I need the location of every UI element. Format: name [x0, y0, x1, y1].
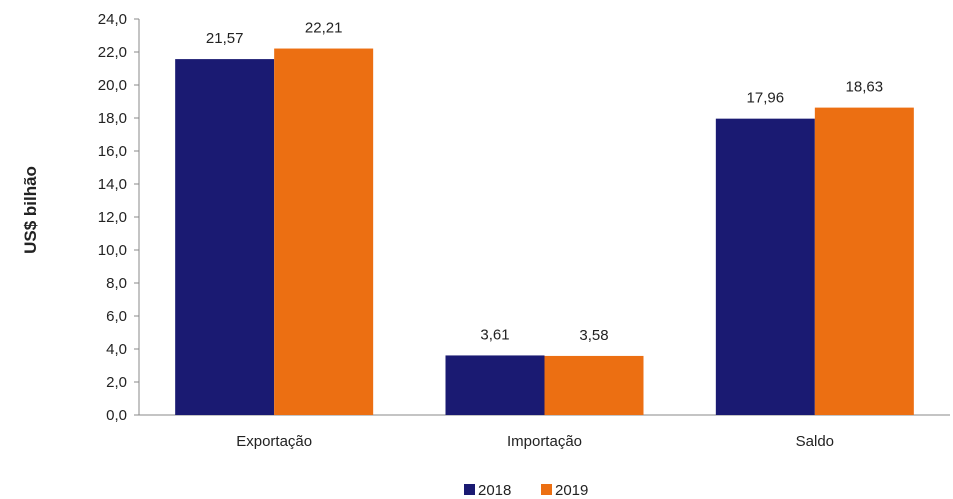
bar-2019-0 — [274, 48, 374, 415]
y-tick-label: 20,0 — [98, 77, 127, 94]
legend-label-2019: 2019 — [555, 482, 588, 499]
y-axis-ticks: 0,0 2,0 4,0 6,0 8,0 10,0 12,0 14,0 16,0 18,0 20,0 2… — [98, 11, 139, 424]
legend: 2018 2019 — [464, 482, 588, 499]
legend-swatch-2019 — [541, 484, 552, 495]
bars — [175, 48, 914, 415]
y-tick-label: 8,0 — [106, 275, 127, 292]
y-tick-label: 22,0 — [98, 44, 127, 61]
y-tick-label: 18,0 — [98, 110, 127, 127]
category-label: Exportação — [236, 433, 312, 450]
bar-2018-0 — [175, 59, 275, 415]
data-label: 3,58 — [579, 327, 608, 344]
y-axis-label: US$ bilhão — [21, 166, 40, 254]
y-tick-label: 16,0 — [98, 143, 127, 160]
x-axis-categories: Exportação Importação Saldo — [236, 433, 834, 450]
bar-2019-1 — [544, 355, 644, 415]
y-tick-label: 10,0 — [98, 242, 127, 259]
bar-2018-1 — [445, 355, 545, 415]
data-label: 17,96 — [747, 90, 785, 107]
y-tick-label: 2,0 — [106, 374, 127, 391]
category-label: Saldo — [796, 433, 834, 450]
data-label: 18,63 — [846, 79, 884, 96]
bar-2018-2 — [715, 118, 815, 415]
bar-2019-2 — [814, 107, 914, 415]
y-tick-label: 24,0 — [98, 11, 127, 28]
data-label: 3,61 — [480, 326, 509, 343]
y-tick-label: 4,0 — [106, 341, 127, 358]
y-tick-label: 12,0 — [98, 209, 127, 226]
data-label: 21,57 — [206, 30, 244, 47]
legend-swatch-2018 — [464, 484, 475, 495]
y-tick-label: 6,0 — [106, 308, 127, 325]
y-tick-label: 0,0 — [106, 407, 127, 424]
category-label: Importação — [507, 433, 582, 450]
data-label: 22,21 — [305, 20, 343, 37]
legend-label-2018: 2018 — [478, 482, 511, 499]
y-tick-label: 14,0 — [98, 176, 127, 193]
data-labels: 21,57 22,21 3,61 3,58 17,96 18,63 — [206, 20, 883, 344]
